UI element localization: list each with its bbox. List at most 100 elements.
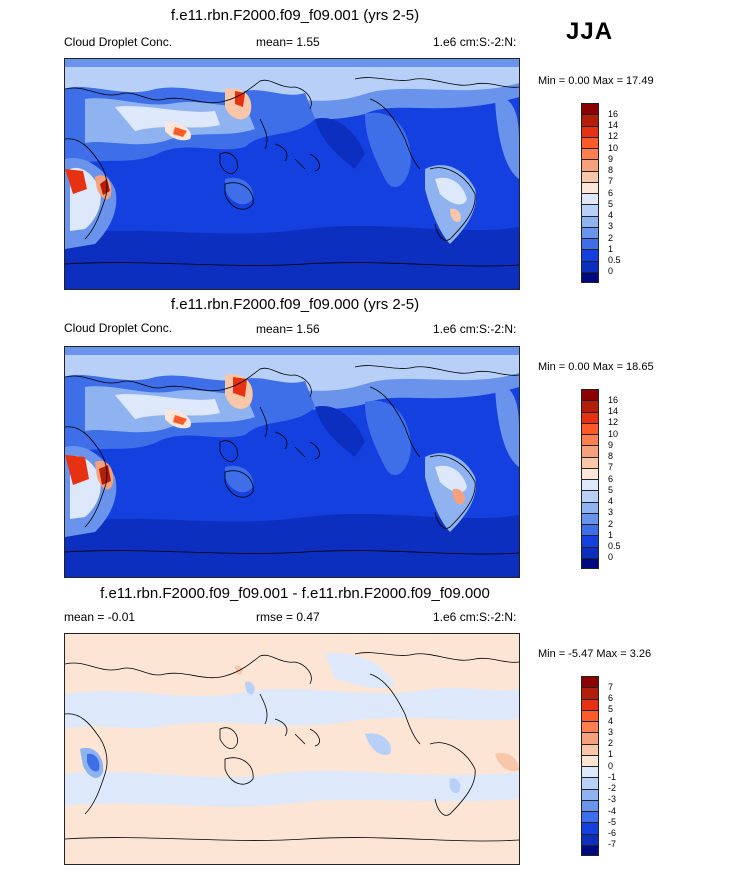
colorbar-swatch — [581, 524, 599, 536]
colorbar-swatch — [581, 743, 599, 755]
panel3-units-label: 1.e6 cm:S:-2:N: — [433, 610, 517, 624]
colorbar-swatch — [581, 260, 599, 272]
colorbar-label: 0 — [608, 266, 614, 277]
panel1-minmax-label: Min = 0.00 Max = 17.49 — [538, 75, 654, 87]
colorbar-label: 0.5 — [608, 255, 621, 265]
colorbar-swatch — [581, 799, 599, 811]
colorbar-swatch — [581, 777, 599, 789]
colorbar-label: 6 — [608, 187, 614, 198]
colorbar-swatch — [581, 148, 599, 160]
colorbar-swatch — [581, 788, 599, 800]
colorbar-label: 1 — [608, 749, 614, 760]
colorbar-swatch — [581, 389, 599, 401]
panel2-mean-label: mean= 1.56 — [256, 322, 320, 336]
colorbar-label: -6 — [608, 828, 617, 838]
colorbar-swatch — [581, 557, 599, 569]
colorbar-swatch — [581, 479, 599, 491]
colorbar-swatch — [581, 249, 599, 261]
colorbar-swatch — [581, 490, 599, 502]
colorbar-label: 12 — [608, 417, 619, 428]
colorbar-swatch — [581, 698, 599, 710]
colorbar-label: 7 — [608, 681, 614, 692]
colorbar-label: 7 — [608, 176, 614, 187]
panel2-map — [64, 346, 520, 578]
colorbar-swatch — [581, 170, 599, 182]
colorbar-swatch — [581, 125, 599, 137]
colorbar-label: 4 — [608, 210, 614, 220]
colorbar-swatch — [581, 114, 599, 126]
panel1-units-label: 1.e6 cm:S:-2:N: — [433, 35, 517, 49]
panel1-map — [64, 58, 520, 290]
season-label: JJA — [566, 18, 614, 45]
panel2-title: f.e11.rbn.F2000.f09_f09.000 (yrs 2-5) — [170, 296, 420, 313]
colorbar-label: 16 — [608, 394, 619, 405]
colorbar-label: -7 — [608, 839, 617, 850]
colorbar-label: 2 — [608, 738, 614, 748]
colorbar-swatch — [581, 844, 599, 856]
panel1-mean-label: mean= 1.55 — [256, 35, 320, 49]
colorbar-label: 0 — [608, 552, 614, 563]
colorbar-swatch — [581, 754, 599, 766]
colorbar-label: 0.5 — [608, 541, 621, 551]
colorbar-label: 0 — [608, 760, 614, 771]
colorbar-swatch — [581, 271, 599, 283]
panel3-map-svg — [65, 634, 519, 864]
colorbar-swatch — [581, 238, 599, 250]
colorbar-swatch — [581, 766, 599, 778]
panel3-title: f.e11.rbn.F2000.f09_f09.001 - f.e11.rbn.… — [100, 585, 490, 602]
colorbar-label: 2 — [608, 518, 614, 529]
colorbar-label: -4 — [608, 805, 617, 816]
colorbar-swatch — [581, 687, 599, 699]
colorbar-swatch — [581, 136, 599, 148]
colorbar-swatch — [581, 181, 599, 193]
colorbar-label: 9 — [608, 153, 614, 164]
colorbar-label: 3 — [608, 726, 614, 737]
panel1-map-svg — [65, 59, 519, 289]
colorbar-label: -3 — [608, 794, 617, 805]
colorbar-swatch — [581, 501, 599, 513]
colorbar-swatch — [581, 422, 599, 434]
colorbar-swatch — [581, 411, 599, 423]
colorbar-swatch — [581, 721, 599, 733]
colorbar-swatch — [581, 512, 599, 524]
panel1-variable-label: Cloud Droplet Conc. — [64, 35, 173, 49]
colorbar-label: 5 — [608, 484, 614, 495]
colorbar-swatch — [581, 445, 599, 457]
colorbar-swatch — [581, 535, 599, 547]
colorbar-label: 16 — [608, 108, 619, 119]
panel3-mean-label: mean = -0.01 — [64, 610, 136, 624]
panel2-minmax-label: Min = 0.00 Max = 18.65 — [538, 361, 654, 373]
colorbar-label: 6 — [608, 473, 614, 484]
colorbar-label: 14 — [608, 406, 619, 416]
colorbar-label: 1 — [608, 243, 614, 254]
colorbar-swatch — [581, 822, 599, 834]
colorbar-label: 3 — [608, 221, 614, 232]
colorbar-swatch — [581, 226, 599, 238]
colorbar-label: 4 — [608, 715, 614, 726]
colorbar-label: 5 — [608, 198, 614, 209]
panel1-title: f.e11.rbn.F2000.f09_f09.001 (yrs 2-5) — [170, 7, 420, 24]
panel3-rmse-label: rmse = 0.47 — [256, 610, 320, 624]
colorbar-label: 5 — [608, 704, 614, 715]
colorbar-label: 14 — [608, 120, 619, 130]
colorbar-label: 8 — [608, 451, 614, 461]
colorbar-swatch — [581, 709, 599, 721]
panel3-map — [64, 633, 520, 865]
colorbar-label: 7 — [608, 462, 614, 473]
colorbar-swatch — [581, 204, 599, 216]
colorbar-label: 10 — [608, 428, 619, 439]
colorbar-label: -1 — [608, 771, 617, 782]
colorbar-label: 9 — [608, 439, 614, 450]
colorbar-swatch — [581, 434, 599, 446]
colorbar-swatch — [581, 103, 599, 115]
colorbar-swatch — [581, 676, 599, 688]
colorbar-swatch — [581, 732, 599, 744]
colorbar-swatch — [581, 215, 599, 227]
colorbar-label: -2 — [608, 783, 617, 793]
colorbar-swatch — [581, 546, 599, 558]
colorbar-swatch — [581, 811, 599, 823]
colorbar-label: 12 — [608, 131, 619, 142]
colorbar-label: 3 — [608, 507, 614, 518]
colorbar-swatch — [581, 833, 599, 845]
panel3-minmax-label: Min = -5.47 Max = 3.26 — [538, 648, 652, 660]
